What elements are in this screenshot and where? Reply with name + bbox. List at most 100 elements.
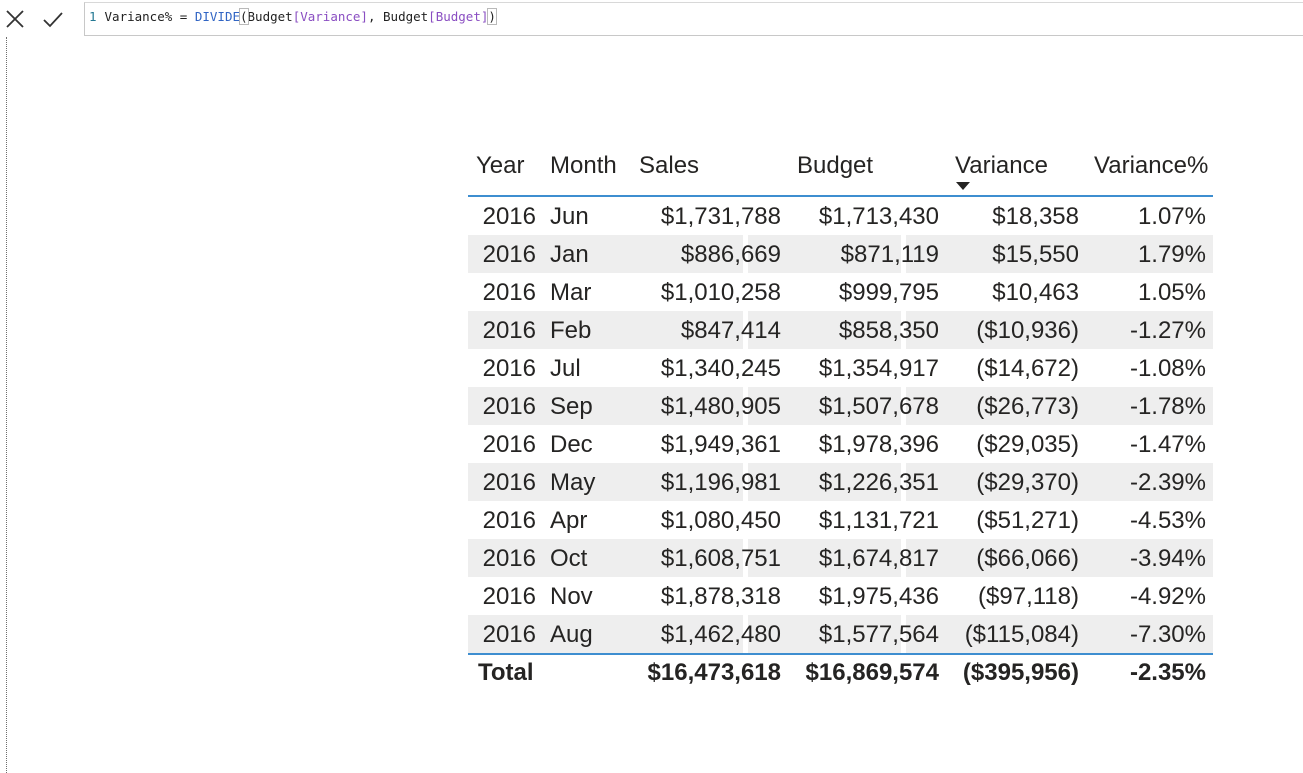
cell-sales: $1,196,981	[660, 469, 781, 496]
cell-variance-pct: -1.78%	[1129, 393, 1206, 420]
total-row: Total $16,473,618 $16,869,574 ($395,956)…	[468, 653, 1213, 697]
column-header-variance[interactable]: Variance	[955, 152, 1048, 179]
formula-separator: ,	[367, 9, 384, 24]
cell-sales: $1,340,245	[660, 355, 781, 382]
cell-budget: $1,978,396	[818, 431, 939, 458]
total-budget: $16,869,574	[805, 659, 939, 686]
cell-sales: $1,462,480	[660, 621, 781, 648]
cell-year: 2016	[482, 317, 536, 344]
cell-variance-pct: 1.05%	[1137, 279, 1206, 306]
cell-budget: $1,674,817	[818, 545, 939, 572]
table-row[interactable]: 2016 Dec $1,949,361 $1,978,396 ($29,035) -1.4…	[468, 425, 1213, 463]
cell-variance: ($29,035)	[976, 431, 1079, 458]
close-x-icon	[6, 10, 24, 28]
commit-formula-button[interactable]	[38, 4, 68, 34]
table-row[interactable]: 2016 Aug $1,462,480 $1,577,564 ($115,084) -7.…	[423, 615, 1213, 653]
table-row[interactable]: 2016 Nov $1,878,318 $1,975,436 ($97,118) -4.9…	[468, 577, 1213, 615]
formula-column-ref: [Variance]	[292, 9, 368, 24]
cell-year: 2016	[482, 241, 536, 268]
cell-budget: $1,131,721	[818, 507, 939, 534]
cell-variance: ($29,370)	[976, 469, 1079, 496]
cell-month: Apr	[550, 507, 588, 534]
cell-month: Dec	[550, 431, 593, 458]
column-separator	[743, 387, 748, 425]
total-sales: $16,473,618	[647, 659, 781, 686]
cancel-formula-button[interactable]	[0, 4, 30, 34]
column-header-month[interactable]: Month	[550, 152, 617, 179]
column-separator	[901, 539, 906, 577]
table-row[interactable]: 2016 Oct $1,608,751 $1,674,817 ($66,066) -3.9…	[423, 539, 1213, 577]
cell-sales: $1,608,751	[660, 545, 781, 572]
cell-budget: $871,119	[840, 241, 939, 268]
cell-month: Feb	[550, 317, 592, 344]
formula-column-ref: [Budget]	[428, 9, 489, 24]
cell-variance: ($14,672)	[976, 355, 1079, 382]
column-separator	[901, 615, 906, 653]
cell-variance: $18,358	[992, 203, 1079, 230]
cell-month: Nov	[550, 583, 593, 610]
table-visual[interactable]: Year Month Sales Budget Variance Varianc…	[423, 140, 1213, 697]
table-row[interactable]: 2016 Mar $1,010,258 $999,795 $10,463 1.05%	[468, 273, 1213, 311]
cell-budget: $1,713,430	[818, 203, 939, 230]
formula-measure-name: Variance% =	[104, 9, 195, 24]
column-separator	[901, 387, 906, 425]
table-row[interactable]: 2016 Jul $1,340,245 $1,354,917 ($14,672) -1.0…	[468, 349, 1213, 387]
cell-sales: $1,731,788	[660, 203, 781, 230]
column-separator	[743, 311, 748, 349]
cell-budget: $1,226,351	[818, 469, 939, 496]
cell-month: Jun	[550, 203, 589, 230]
table-row[interactable]: 2016 May $1,196,981 $1,226,351 ($29,370) -2.3…	[423, 463, 1213, 501]
cell-budget: $1,975,436	[818, 583, 939, 610]
cell-variance: ($10,936)	[976, 317, 1079, 344]
total-variance-pct: -2.35%	[1129, 659, 1206, 686]
column-separator	[423, 235, 428, 273]
formula-function: DIVIDE	[194, 9, 240, 24]
cell-variance: ($26,773)	[976, 393, 1079, 420]
sort-descending-icon	[956, 182, 970, 190]
table-row[interactable]: 2016 Sep $1,480,905 $1,507,678 ($26,773) -1.7…	[423, 387, 1213, 425]
cell-year: 2016	[482, 393, 536, 420]
column-header-sales[interactable]: Sales	[639, 152, 700, 179]
cell-variance-pct: -2.39%	[1129, 469, 1206, 496]
column-header-year[interactable]: Year	[476, 152, 525, 179]
column-separator	[743, 539, 748, 577]
table-row[interactable]: 2016 Feb $847,414 $858,350 ($10,936) -1.27%	[423, 311, 1213, 349]
canvas-border	[6, 37, 7, 773]
total-label: Total	[478, 659, 534, 686]
column-header-budget[interactable]: Budget	[797, 152, 874, 179]
column-separator	[423, 539, 428, 577]
cell-month: May	[550, 469, 596, 496]
cell-variance: $10,463	[992, 279, 1079, 306]
formula-table-ref: Budget	[247, 9, 293, 24]
column-separator	[743, 615, 748, 653]
checkmark-icon	[43, 12, 63, 28]
table-row[interactable]: 2016 Jun $1,731,788 $1,713,430 $18,358 1.07%	[468, 197, 1213, 235]
cell-year: 2016	[482, 431, 536, 458]
cell-variance-pct: -1.27%	[1129, 317, 1206, 344]
formula-close-paren: )	[487, 8, 497, 25]
cell-sales: $1,949,361	[660, 431, 781, 458]
column-separator	[423, 311, 428, 349]
cell-sales: $847,414	[680, 317, 781, 344]
cell-year: 2016	[482, 583, 536, 610]
cell-variance: ($97,118)	[978, 583, 1079, 610]
total-variance: ($395,956)	[962, 659, 1079, 686]
column-separator	[743, 463, 748, 501]
cell-year: 2016	[482, 545, 536, 572]
column-header-variance-pct[interactable]: Variance%	[1094, 152, 1209, 179]
cell-month: Oct	[550, 545, 588, 572]
formula-editor[interactable]: 1 Variance% = DIVIDE(Budget[Variance], Bu…	[84, 2, 1303, 36]
cell-year: 2016	[482, 469, 536, 496]
cell-variance: $15,550	[992, 241, 1079, 268]
cell-year: 2016	[482, 203, 536, 230]
cell-month: Jan	[550, 241, 589, 268]
cell-month: Sep	[550, 393, 593, 420]
cell-budget: $1,577,564	[818, 621, 939, 648]
table-header-row: Year Month Sales Budget Variance Varianc…	[468, 140, 1213, 197]
table-body: 2016 Jun $1,731,788 $1,713,430 $18,358 1.07% 2…	[423, 197, 1213, 653]
table-row[interactable]: 2016 Jan $886,669 $871,119 $15,550 1.79%	[423, 235, 1213, 273]
table-row[interactable]: 2016 Apr $1,080,450 $1,131,721 ($51,271) -4.5…	[468, 501, 1213, 539]
cell-variance-pct: 1.79%	[1137, 241, 1206, 268]
cell-variance: ($51,271)	[976, 507, 1079, 534]
cell-sales: $1,080,450	[660, 507, 781, 534]
